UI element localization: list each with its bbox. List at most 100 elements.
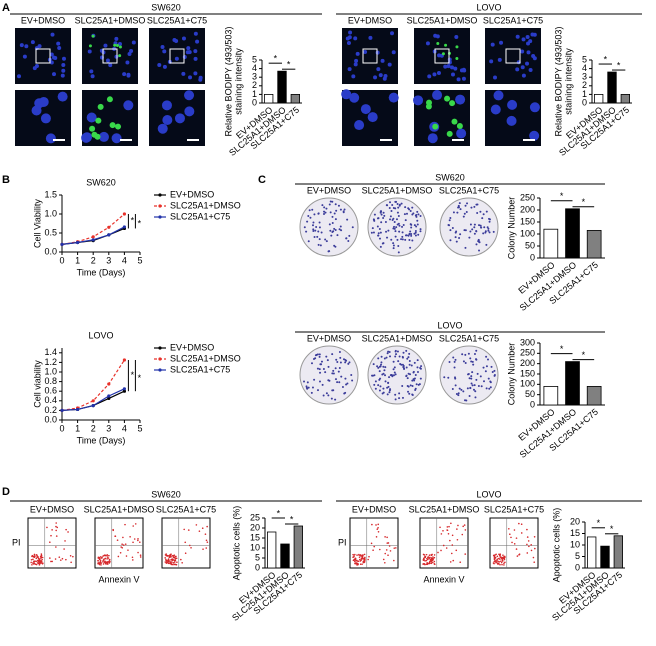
point	[60, 408, 64, 412]
colony	[407, 207, 410, 210]
event	[430, 560, 432, 562]
event	[137, 539, 139, 542]
colony	[373, 383, 376, 386]
colony	[447, 376, 450, 379]
legend-marker	[158, 357, 162, 361]
event	[497, 562, 500, 565]
colony	[397, 206, 400, 209]
image-label: SLC25A1+C75	[439, 333, 499, 343]
event	[504, 561, 506, 564]
legend-marker	[158, 193, 162, 197]
bar	[620, 94, 630, 104]
colony	[405, 366, 408, 369]
colony	[325, 240, 328, 243]
nucleus	[349, 92, 360, 103]
image-label: SLC25A1+C75	[484, 504, 544, 514]
image-label: EV+DMSO	[352, 504, 396, 514]
y-tick-label: 2	[582, 80, 587, 90]
colony	[410, 226, 413, 229]
event	[527, 540, 530, 542]
event	[393, 547, 396, 549]
lipid	[455, 45, 459, 49]
event	[172, 556, 175, 558]
zoom-box	[102, 48, 118, 64]
sig-star: *	[560, 191, 564, 201]
colony	[377, 366, 380, 369]
event	[385, 549, 388, 551]
event	[361, 555, 364, 558]
event	[433, 563, 436, 566]
colony	[406, 357, 409, 360]
nucleus	[446, 64, 451, 69]
nucleus	[456, 128, 467, 139]
nucleus	[52, 72, 57, 77]
colony	[479, 375, 482, 378]
event	[449, 561, 452, 563]
colony	[468, 236, 471, 239]
event	[511, 541, 513, 544]
nucleus	[520, 65, 525, 70]
colony	[382, 387, 385, 390]
y-tick-label: 20	[570, 516, 580, 526]
event	[502, 554, 504, 557]
x-tick-label: 1	[75, 255, 80, 265]
colony	[312, 230, 315, 233]
colony	[412, 212, 415, 215]
y-tick-label: 5	[255, 552, 260, 562]
colony	[451, 388, 454, 391]
colony	[401, 238, 404, 241]
nucleus	[525, 61, 530, 66]
event	[493, 560, 496, 563]
nucleus	[61, 63, 66, 68]
event	[107, 557, 110, 559]
colony	[335, 358, 338, 361]
nucleus	[56, 41, 61, 46]
y-tick-label: 20	[250, 522, 260, 532]
event	[462, 525, 464, 528]
colony	[379, 385, 382, 388]
colony	[387, 350, 390, 353]
colony	[392, 242, 395, 245]
flow-plot	[419, 517, 469, 569]
nucleus	[162, 49, 167, 54]
y-axis-label: Cell Viability	[32, 199, 42, 248]
colony	[474, 390, 477, 393]
colony	[455, 240, 458, 243]
colony	[397, 251, 400, 254]
colony	[318, 380, 321, 383]
event	[188, 544, 191, 547]
event	[377, 530, 380, 533]
colony	[317, 230, 320, 233]
colony	[405, 374, 408, 377]
colony	[393, 225, 396, 228]
y-tick-label: 0	[252, 97, 257, 107]
nucleus	[521, 73, 526, 78]
nucleus	[427, 133, 438, 144]
colony	[411, 206, 414, 209]
nucleus	[433, 33, 438, 38]
colony	[344, 377, 347, 380]
event	[175, 557, 178, 560]
event	[49, 557, 51, 559]
panel-letter: D	[2, 486, 10, 498]
colony	[487, 377, 490, 380]
nucleus	[497, 57, 502, 62]
event	[46, 526, 48, 529]
colony	[415, 225, 418, 228]
nucleus	[432, 72, 437, 77]
colony	[485, 243, 488, 246]
nucleus	[86, 112, 97, 123]
colony	[327, 394, 330, 397]
legend-label: SLC25A1+C75	[170, 364, 230, 374]
sig-star: *	[290, 514, 294, 524]
colony	[474, 396, 477, 399]
legend-label: SLC25A1+C75	[170, 211, 230, 221]
event	[501, 563, 503, 566]
colony	[388, 376, 391, 379]
colony	[324, 371, 327, 374]
event	[65, 528, 67, 531]
colony	[389, 215, 392, 218]
x-tick-label: 2	[91, 255, 96, 265]
event	[357, 560, 359, 563]
event	[455, 549, 458, 552]
